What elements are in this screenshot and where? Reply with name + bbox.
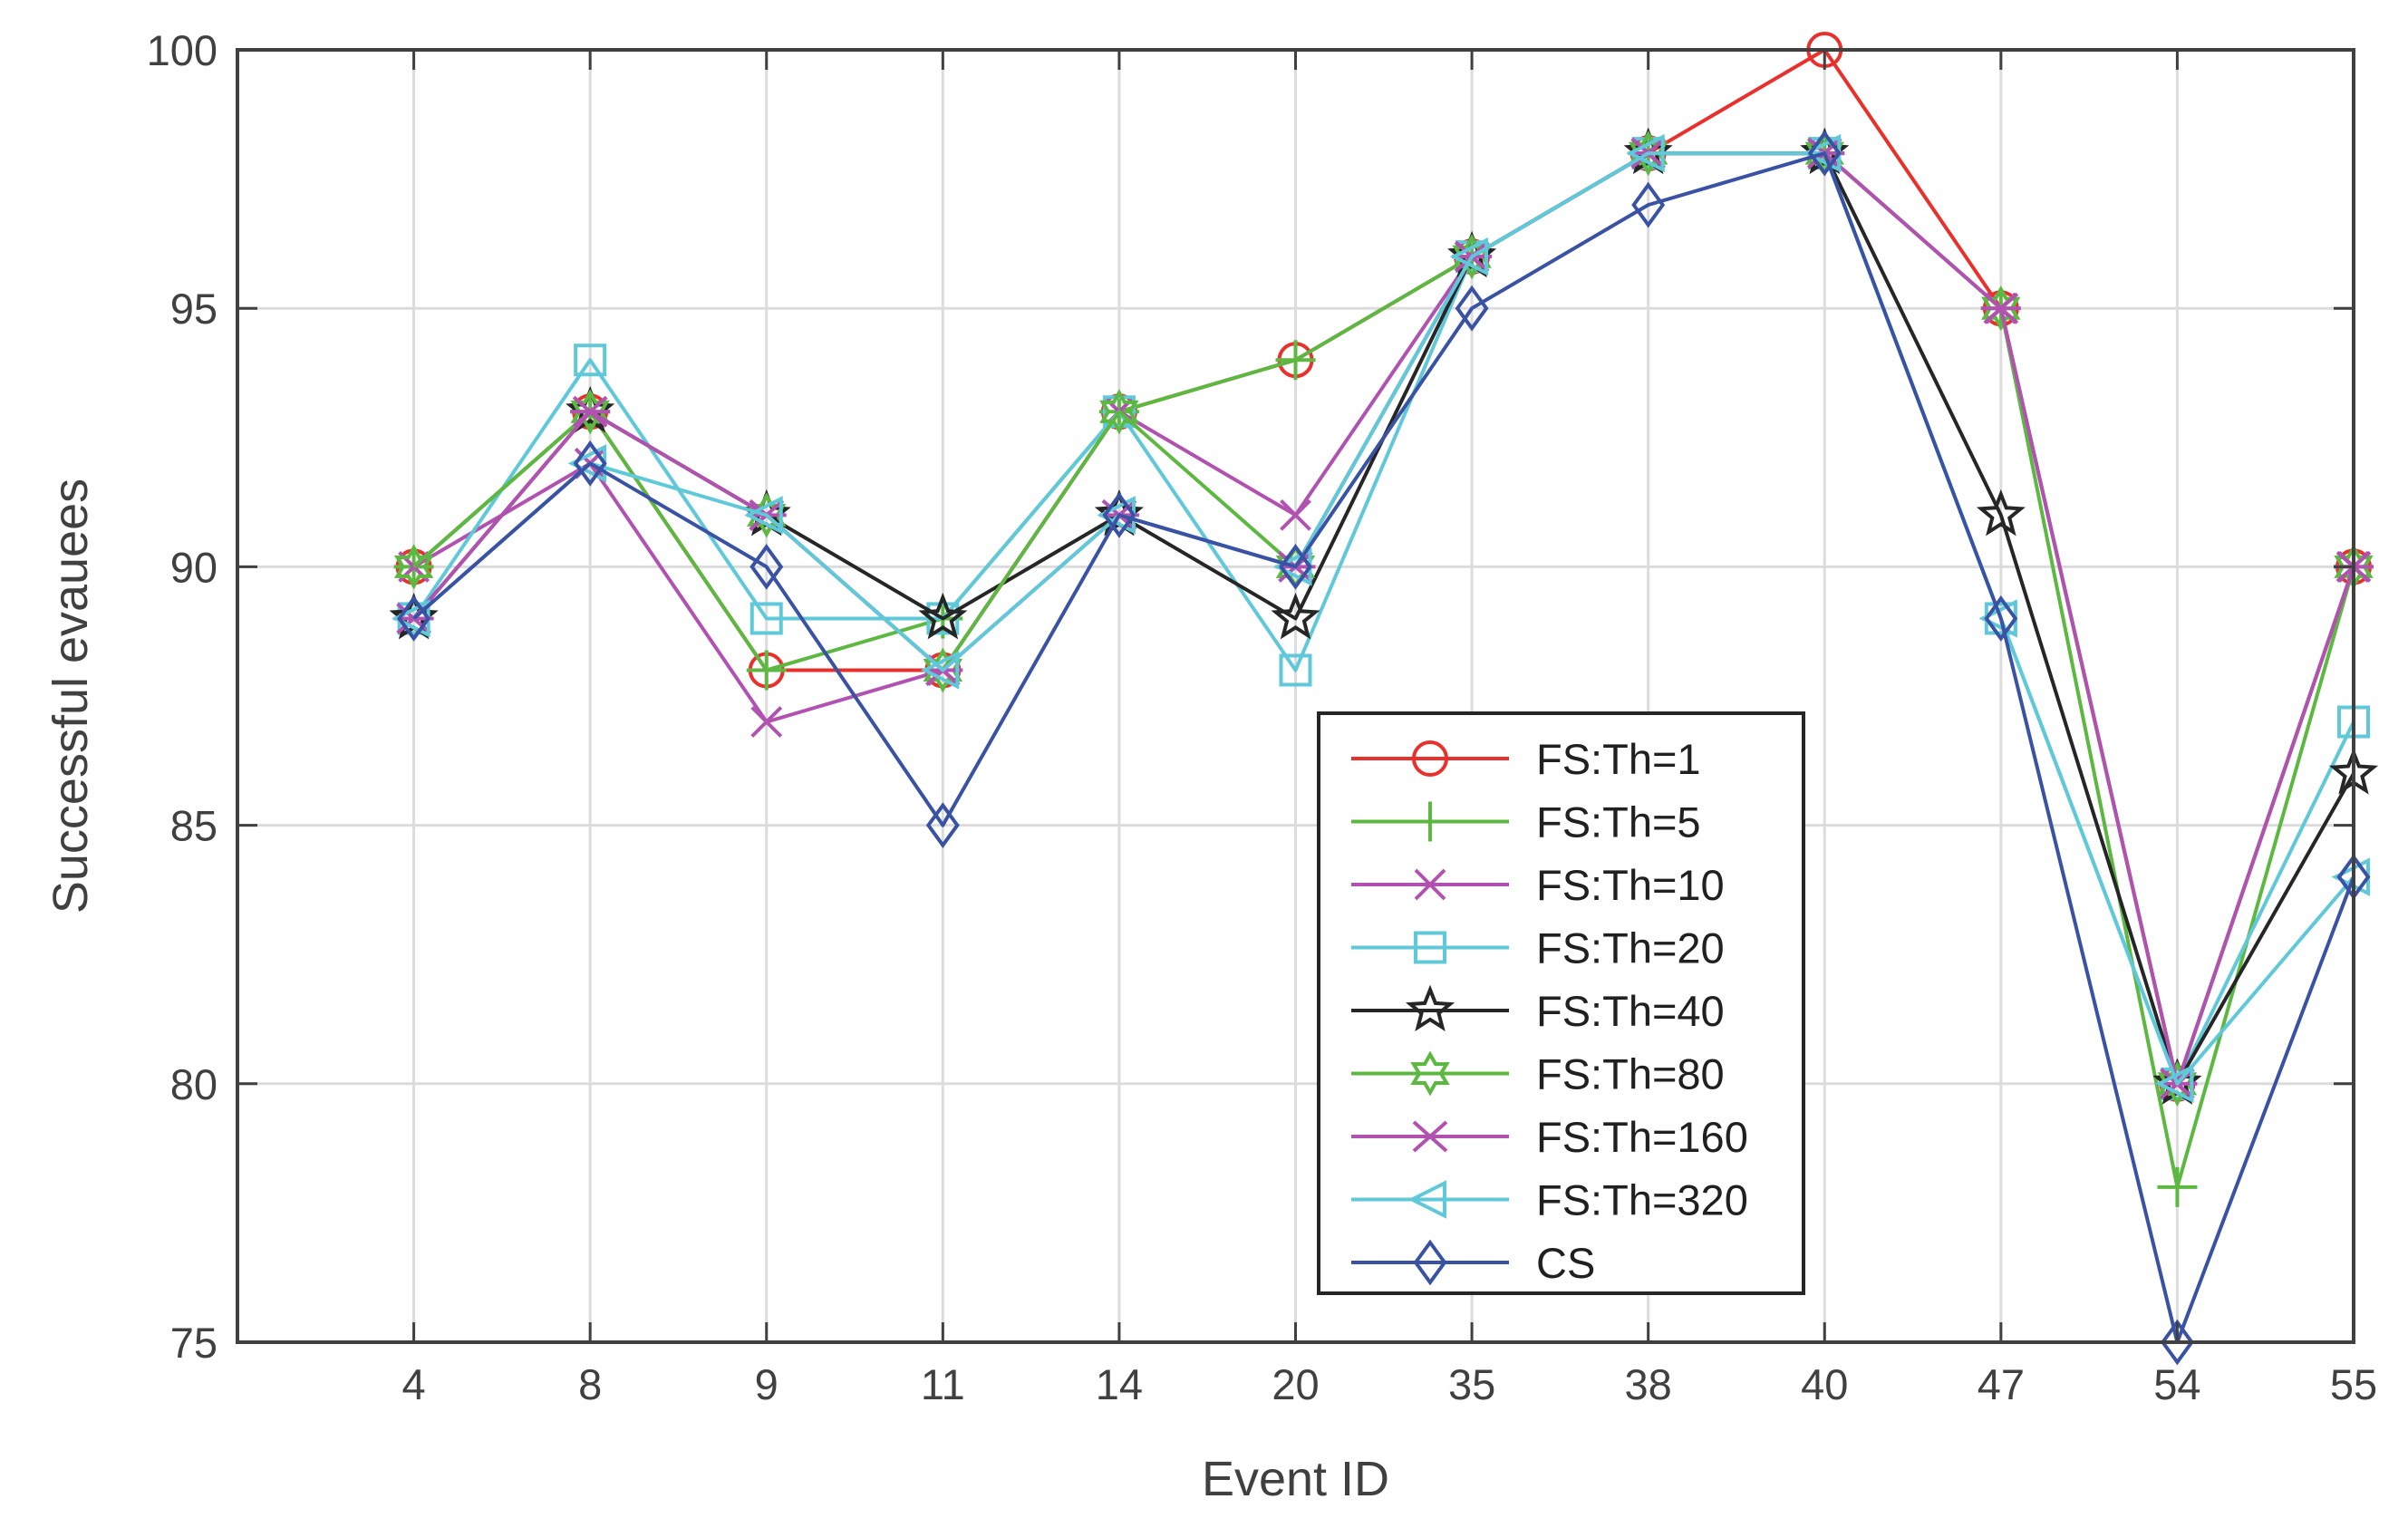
x-tick-label: 20 bbox=[1272, 1360, 1319, 1408]
data-point bbox=[1099, 389, 1139, 435]
data-point bbox=[1449, 237, 1489, 276]
y-tick-label: 90 bbox=[170, 543, 218, 591]
data-point bbox=[1279, 653, 1312, 687]
legend-marker bbox=[1407, 1180, 1446, 1219]
legend-item: FS:Th=40 bbox=[1351, 984, 1725, 1035]
data-point bbox=[570, 395, 611, 428]
data-point bbox=[1455, 285, 1489, 332]
legend-item: FS:Th=80 bbox=[1351, 1050, 1725, 1098]
legend-item: FS:Th=160 bbox=[1351, 1113, 1748, 1161]
legend-label: FS:Th=160 bbox=[1536, 1113, 1748, 1161]
y-tick-label: 75 bbox=[170, 1319, 218, 1367]
data-point bbox=[1280, 498, 1311, 531]
x-tick-label: 47 bbox=[1978, 1360, 2025, 1408]
legend-marker bbox=[1410, 801, 1450, 842]
data-point bbox=[1626, 133, 1665, 173]
legend-item: FS:Th=5 bbox=[1351, 798, 1701, 846]
legend-item: FS:Th=10 bbox=[1351, 861, 1725, 909]
series-line bbox=[412, 151, 2355, 1344]
x-tick-label: 35 bbox=[1448, 1360, 1495, 1408]
x-tick-label: 55 bbox=[2330, 1360, 2377, 1408]
series-line bbox=[412, 151, 2355, 1086]
x-tick-label: 9 bbox=[755, 1360, 778, 1408]
legend-label: FS:Th=1 bbox=[1536, 735, 1701, 783]
legend-item: FS:Th=1 bbox=[1351, 735, 1701, 783]
x-tick-label: 11 bbox=[921, 1360, 965, 1408]
data-point bbox=[1984, 595, 2018, 642]
series-cs bbox=[397, 130, 2371, 1366]
legend-label: FS:Th=10 bbox=[1536, 861, 1725, 909]
data-point bbox=[393, 544, 434, 590]
legend-marker bbox=[1410, 1050, 1450, 1097]
x-tick-label: 40 bbox=[1801, 1360, 1848, 1408]
legend-item: FS:Th=320 bbox=[1351, 1176, 1748, 1224]
data-point bbox=[925, 802, 960, 849]
data-point bbox=[397, 595, 431, 642]
data-point bbox=[1807, 130, 1842, 177]
axis-ticks: 4 8 9 11 14 20 35 38 40 47 54 55 75 80 85 90 95 100 bbox=[147, 26, 2378, 1408]
data-point bbox=[570, 389, 610, 435]
legend-label: FS:Th=40 bbox=[1536, 987, 1725, 1035]
y-tick-label: 85 bbox=[170, 802, 218, 850]
data-point bbox=[1976, 488, 2026, 537]
data-point bbox=[2157, 1060, 2198, 1107]
y-tick-label: 95 bbox=[170, 285, 218, 333]
x-axis-label: Event ID bbox=[1202, 1452, 1389, 1506]
x-tick-label: 14 bbox=[1096, 1360, 1143, 1408]
y-axis-label: Successful evauees bbox=[44, 479, 98, 914]
legend-marker bbox=[1414, 868, 1446, 901]
series-line bbox=[412, 151, 2355, 1189]
legend-item: CS bbox=[1351, 1239, 1595, 1287]
y-tick-label: 100 bbox=[147, 26, 218, 74]
data-point bbox=[1279, 543, 1312, 590]
data-point bbox=[920, 651, 960, 690]
legend-item: FS:Th=20 bbox=[1351, 924, 1725, 972]
legend-marker bbox=[1414, 931, 1446, 964]
legend-label: FS:Th=80 bbox=[1536, 1050, 1725, 1098]
data-point bbox=[744, 496, 783, 535]
legend-marker bbox=[1410, 1120, 1450, 1153]
data-point bbox=[2160, 1319, 2194, 1366]
data-point bbox=[1980, 292, 2021, 324]
data-point bbox=[1102, 395, 1136, 429]
data-point bbox=[923, 647, 963, 693]
legend: FS:Th=1 FS:Th=5 FS:Th=10 FS:Th=20 FS:Th=40 FS… bbox=[1317, 711, 1805, 1295]
data-point bbox=[1102, 491, 1136, 538]
data-point bbox=[1275, 340, 1316, 381]
legend-marker bbox=[1413, 1239, 1447, 1286]
data-point bbox=[918, 592, 968, 640]
data-point bbox=[1981, 285, 2021, 332]
legend-label: FS:Th=320 bbox=[1536, 1176, 1748, 1224]
data-point bbox=[574, 343, 607, 377]
x-tick-label: 8 bbox=[578, 1360, 602, 1408]
x-tick-label: 4 bbox=[402, 1360, 426, 1408]
x-tick-label: 38 bbox=[1625, 1360, 1672, 1408]
data-point bbox=[746, 650, 787, 691]
data-point bbox=[573, 440, 607, 487]
data-point bbox=[2157, 1166, 2198, 1207]
legend-marker bbox=[1412, 740, 1448, 777]
y-tick-label: 80 bbox=[170, 1060, 218, 1108]
data-point bbox=[1271, 592, 1320, 640]
legend-label: CS bbox=[1536, 1239, 1595, 1287]
legend-label: FS:Th=5 bbox=[1536, 798, 1701, 846]
legend-box bbox=[1317, 711, 1805, 1295]
data-point bbox=[1628, 131, 1668, 177]
legend-label: FS:Th=20 bbox=[1536, 924, 1725, 972]
data-point bbox=[1631, 181, 1666, 228]
data-point bbox=[2154, 1064, 2194, 1104]
data-point bbox=[750, 706, 783, 738]
data-point bbox=[749, 543, 784, 590]
data-point bbox=[749, 602, 783, 635]
x-tick-label: 54 bbox=[2153, 1360, 2200, 1408]
legend-marker bbox=[1405, 984, 1455, 1032]
